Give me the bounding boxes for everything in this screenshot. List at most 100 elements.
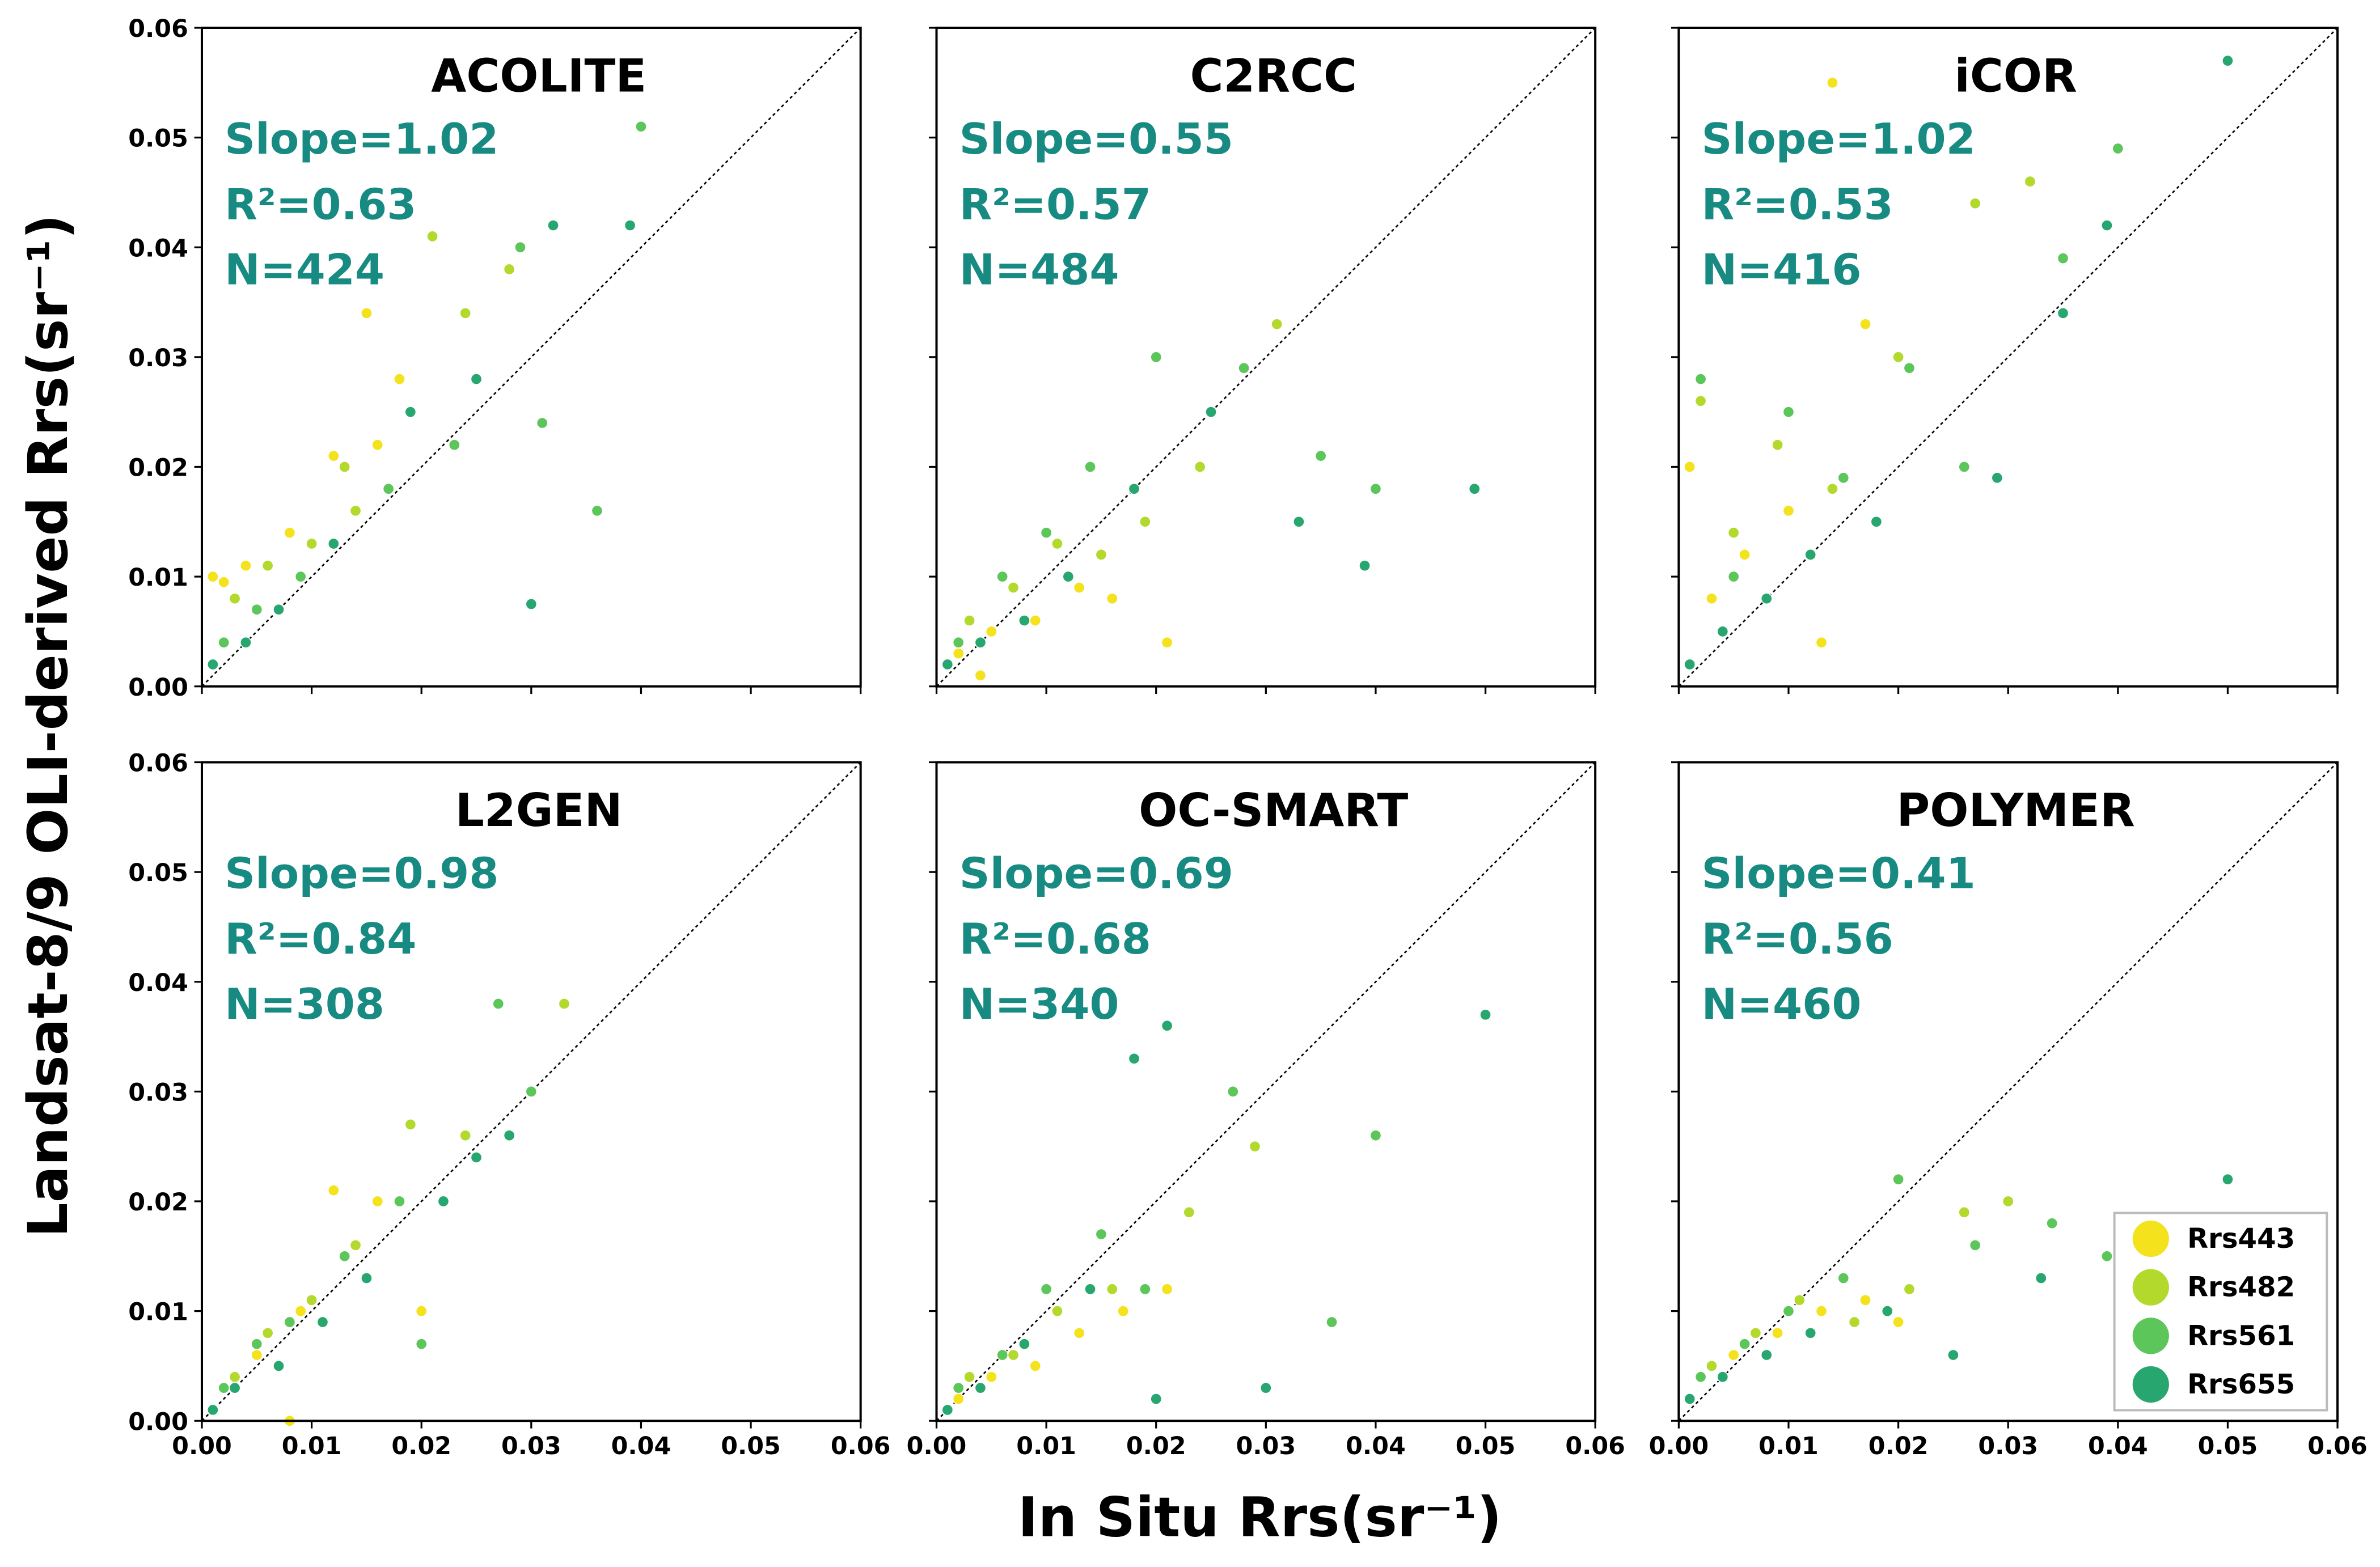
point (1029, 1360, 1042, 1372)
stat-annotation: N=340 (959, 979, 1119, 1029)
point (349, 1239, 362, 1251)
stat-annotation: N=484 (959, 244, 1119, 294)
point (1007, 1349, 1020, 1361)
point (349, 505, 362, 517)
point (470, 373, 483, 386)
point (941, 658, 954, 671)
point (218, 636, 230, 649)
point (503, 263, 515, 276)
point (1739, 548, 1751, 561)
point (327, 1184, 340, 1197)
y-tick-label: 0.04 (128, 969, 188, 997)
point (1018, 615, 1030, 626)
legend-marker (2132, 1318, 2169, 1354)
point (1782, 406, 1795, 418)
point (218, 576, 230, 588)
x-tick-label: 0.04 (2088, 1432, 2148, 1460)
point (1760, 592, 1773, 605)
point (985, 625, 997, 638)
point (941, 1404, 954, 1416)
point (273, 603, 285, 616)
point (273, 1360, 285, 1372)
point (503, 1129, 515, 1142)
point (360, 1272, 373, 1284)
stat-annotation: Slope=1.02 (225, 114, 498, 164)
point (1947, 1349, 1959, 1361)
point (459, 307, 472, 319)
point (251, 1338, 263, 1350)
y-tick-label: 0.04 (128, 234, 188, 262)
point (1749, 1327, 1762, 1339)
point (635, 120, 647, 133)
point (1139, 515, 1151, 528)
point (1018, 1338, 1030, 1350)
point (1326, 1316, 1338, 1328)
point (525, 1085, 538, 1098)
point (536, 417, 548, 429)
panel-title: POLYMER (1896, 784, 2134, 837)
point (1706, 1360, 1718, 1372)
y-tick-label: 0.02 (128, 1188, 188, 1217)
point (952, 1382, 965, 1394)
point (1881, 1305, 1893, 1318)
x-tick-label: 0.02 (1126, 1432, 1186, 1460)
point (206, 658, 219, 671)
point (327, 537, 340, 550)
point (963, 1371, 976, 1383)
x-tick-label: 0.06 (1565, 1432, 1625, 1460)
point (240, 636, 252, 649)
point (294, 570, 307, 583)
x-tick-label: 0.01 (1758, 1432, 1819, 1460)
panel-title: iCOR (1954, 49, 2077, 102)
x-tick-label: 0.00 (172, 1432, 232, 1460)
point (404, 406, 417, 418)
point (624, 219, 636, 231)
x-tick-label: 0.00 (1649, 1432, 1709, 1460)
point (229, 1371, 241, 1383)
point (1271, 318, 1283, 331)
stat-annotation: R²=0.57 (959, 179, 1151, 229)
legend-label: Rrs482 (2187, 1272, 2295, 1303)
point (974, 636, 987, 649)
point (1479, 1009, 1491, 1021)
point (251, 1349, 263, 1361)
y-tick-label: 0.01 (128, 1298, 188, 1327)
point (1194, 461, 1206, 473)
x-tick-label: 0.01 (1016, 1432, 1076, 1460)
point (1827, 482, 1838, 495)
point (514, 241, 526, 253)
point (1161, 636, 1173, 649)
point (1040, 1283, 1052, 1295)
x-tick-label: 0.05 (721, 1432, 781, 1460)
stat-annotation: R²=0.53 (1702, 179, 1893, 229)
point (1095, 1228, 1107, 1240)
point (459, 1129, 472, 1142)
point (1694, 1371, 1707, 1383)
point (1859, 1294, 1871, 1306)
legend-marker (2132, 1366, 2169, 1403)
y-tick-label: 0.03 (128, 1078, 188, 1107)
point (2035, 1272, 2047, 1284)
point (1969, 1239, 1981, 1251)
point (284, 1316, 296, 1328)
point (437, 1195, 450, 1208)
point (1815, 636, 1828, 649)
y-tick-label: 0.05 (128, 125, 188, 153)
point (1727, 527, 1740, 539)
point (316, 1316, 329, 1328)
point (1150, 1393, 1162, 1405)
y-tick-label: 0.05 (128, 859, 188, 887)
point (206, 1404, 219, 1416)
point (1139, 1283, 1151, 1295)
point (1958, 461, 1971, 473)
point (1106, 592, 1118, 605)
stat-annotation: R²=0.84 (225, 914, 416, 964)
panel-title: C2RCC (1190, 49, 1356, 102)
point (1095, 548, 1107, 561)
stat-annotation: N=416 (1702, 244, 1862, 294)
stat-annotation: N=308 (225, 979, 384, 1029)
point (1150, 351, 1162, 363)
point (2002, 1195, 2014, 1208)
point (1782, 1305, 1795, 1318)
y-tick-label: 0.03 (128, 344, 188, 372)
